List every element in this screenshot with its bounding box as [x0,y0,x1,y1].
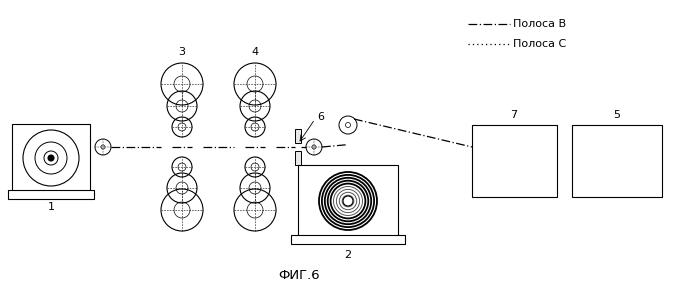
Text: 5: 5 [614,110,621,120]
Text: 1: 1 [47,202,54,212]
Bar [12,124,90,192]
Bar [472,125,557,197]
Bar [298,165,398,237]
Bar [295,151,301,165]
Text: 3: 3 [179,47,186,57]
Bar [572,125,662,197]
Text: Полоса С: Полоса С [513,39,566,49]
Text: 6: 6 [317,112,324,122]
Circle shape [343,196,353,206]
Text: Полоса В: Полоса В [513,19,566,29]
Text: 4: 4 [251,47,258,57]
Bar [8,190,94,199]
Text: 2: 2 [344,250,352,260]
Circle shape [48,155,54,161]
Bar [295,129,301,143]
Bar [291,235,405,244]
Text: ФИГ.6: ФИГ.6 [279,269,320,282]
Text: 7: 7 [510,110,517,120]
